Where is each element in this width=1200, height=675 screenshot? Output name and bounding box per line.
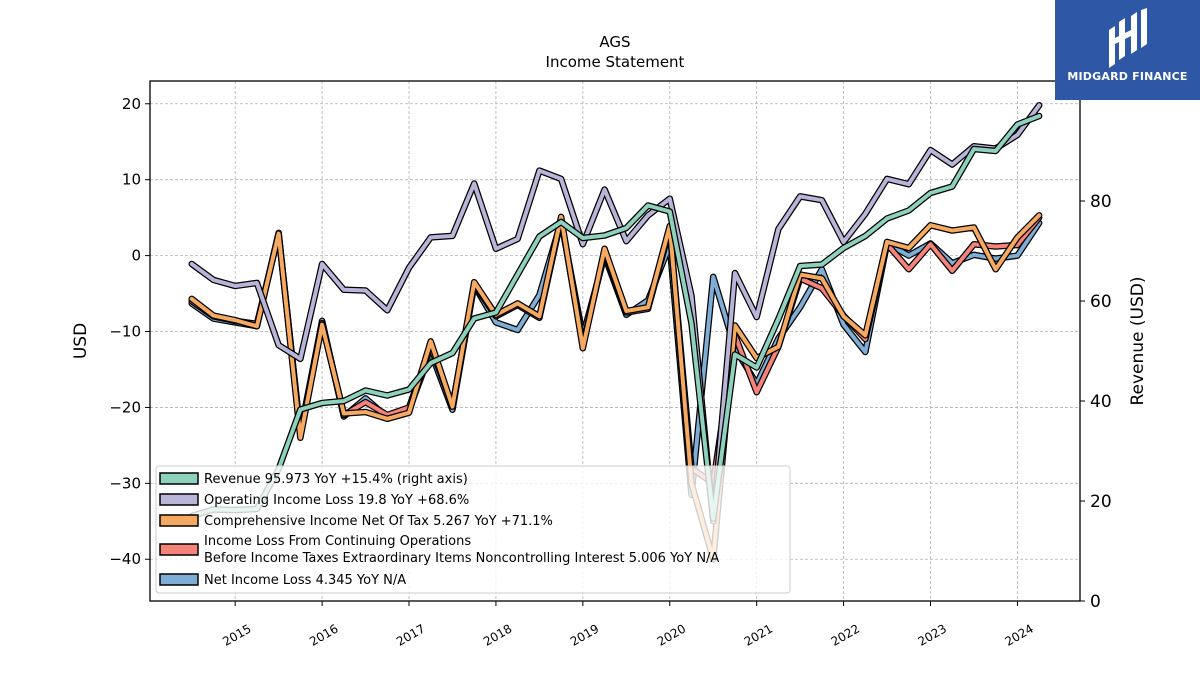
legend-label: Comprehensive Income Net Of Tax 5.267 Yo… — [204, 514, 553, 529]
midgard-logo-icon — [1109, 8, 1147, 68]
series-line — [189, 103, 1042, 524]
series-line — [189, 114, 1042, 521]
y-right-tick-label: 20 — [1090, 492, 1112, 512]
x-tick-label: 2017 — [394, 621, 427, 648]
series-line — [189, 213, 1042, 562]
y-axis-label: USD — [71, 323, 91, 359]
y-tick-label: 20 — [122, 95, 141, 113]
y-right-tick-label: 40 — [1090, 392, 1112, 412]
y-tick-label: 0 — [131, 247, 141, 265]
legend-box — [155, 465, 791, 594]
x-tick-label: 2021 — [742, 621, 775, 648]
y-tick-label: −10 — [109, 323, 141, 341]
logo-text: MIDGARD FINANCE — [1067, 70, 1188, 83]
chart-subtitle: Income Statement — [546, 53, 685, 71]
y-tick-label: 10 — [122, 171, 141, 189]
chart-title: AGS — [599, 33, 630, 51]
legend-label: Operating Income Loss 19.8 YoY +68.6% — [204, 493, 469, 508]
legend-swatch — [159, 514, 199, 527]
y-axis-right-label: Revenue (USD) — [1128, 276, 1148, 405]
y-tick-label: −40 — [109, 550, 141, 568]
y-right-tick-label: 0 — [1090, 592, 1101, 612]
legend-swatch — [159, 543, 199, 556]
legend: Revenue 95.973 YoY +15.4% (right axis) Op… — [155, 465, 791, 594]
legend-swatch — [159, 493, 199, 506]
x-tick-label: 2018 — [481, 621, 514, 648]
y-tick-label: −30 — [109, 474, 141, 492]
y-right-tick-label: 60 — [1090, 292, 1112, 312]
y-tick-label: −20 — [109, 398, 141, 416]
x-tick-label: 2020 — [655, 621, 688, 648]
y-right-tick-label: 80 — [1090, 192, 1112, 212]
x-tick-label: 2015 — [220, 621, 253, 648]
x-tick-label: 2022 — [829, 621, 862, 648]
legend-swatch — [159, 573, 199, 586]
legend-label: Revenue 95.973 YoY +15.4% (right axis) — [204, 472, 468, 487]
x-tick-label: 2016 — [307, 621, 340, 648]
legend-swatch — [159, 472, 199, 485]
x-tick-label: 2023 — [916, 621, 949, 648]
series-lines — [188, 102, 1043, 563]
legend-label: Net Income Loss 4.345 YoY N/A — [204, 573, 406, 588]
x-tick-label: 2024 — [1002, 621, 1035, 648]
midgard-finance-logo: MIDGARD FINANCE — [1055, 0, 1200, 100]
x-tick-label: 2019 — [568, 621, 601, 648]
plot-frame — [149, 80, 1081, 602]
legend-label: Income Loss From Continuing Operations Be… — [204, 534, 719, 566]
